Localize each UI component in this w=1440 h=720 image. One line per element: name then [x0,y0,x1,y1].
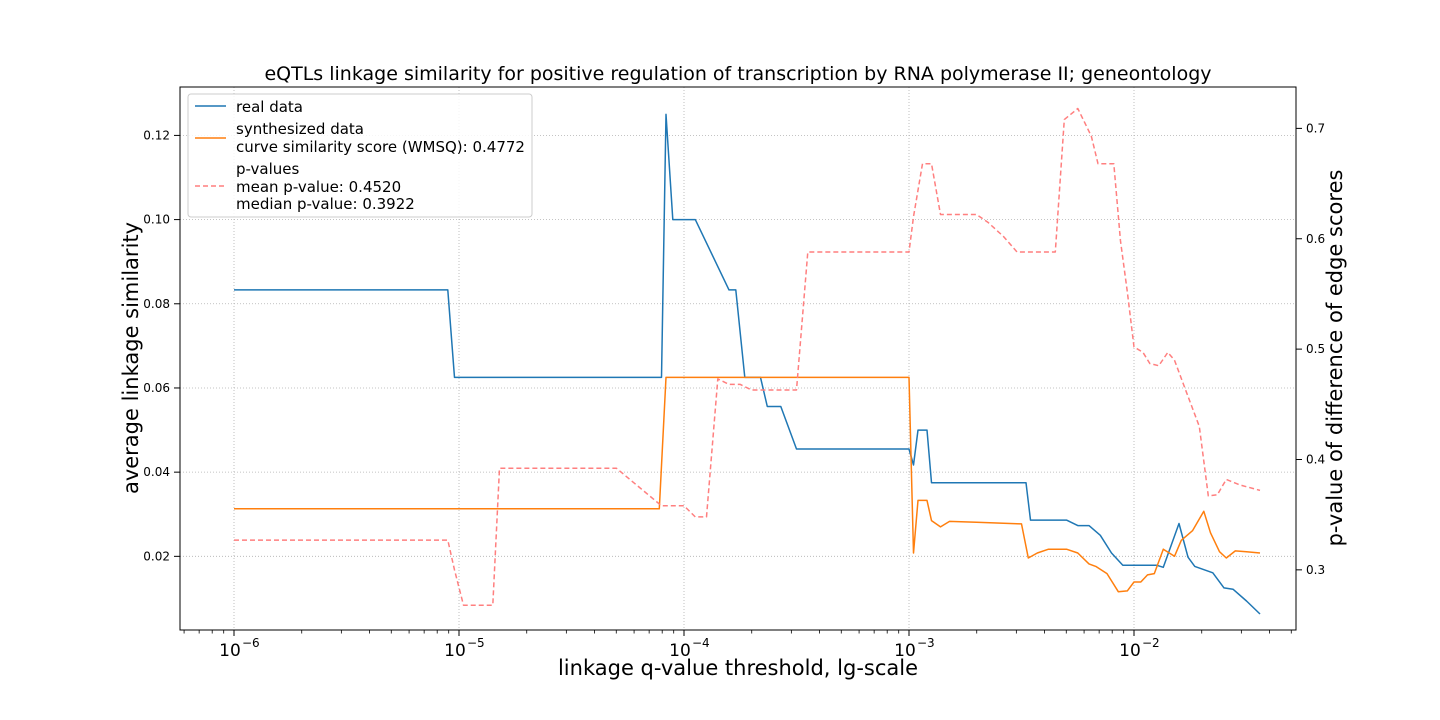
x-tick-label: 10 [894,641,916,661]
legend: real data synthesized data curve similar… [187,93,533,218]
y2-tick-label: 0.3 [1306,563,1325,577]
x-tick-label: 10 [669,641,691,661]
plot-frame [179,86,1297,631]
x-tick-label: 10 [1119,641,1141,661]
y2-axis-label: p-value of difference of edge scores [1323,170,1347,547]
legend-label-pvalue-2: mean p-value: 0.4520 [236,178,401,196]
x-tick-label: 10 [444,641,466,661]
y-axis-label: average linkage similarity [119,222,143,494]
x-tick-exponent: −4 [692,636,710,650]
series-line-pvalue [234,107,1261,606]
y2-tick-label: 0.4 [1306,452,1325,466]
y-tick-label: 0.02 [143,549,170,563]
grid [180,87,1296,630]
series-layer [234,107,1261,615]
y-axis-ticks: 0.02 0.04 0.06 0.08 0.10 0.12 [143,128,180,563]
y-tick-label: 0.04 [143,465,170,479]
series-line-real [234,113,1261,615]
y2-tick-label: 0.5 [1306,342,1325,356]
y-tick-label: 0.08 [143,297,170,311]
x-tick-exponent: −3 [917,636,935,650]
y-tick-label: 0.10 [143,213,170,227]
legend-label-pvalue-3: median p-value: 0.3922 [236,195,415,213]
x-axis-ticks: 10 −6 10 −5 10 −4 10 −3 10 −2 [183,630,1292,661]
x-tick-label: 10 [219,641,241,661]
y2-tick-label: 0.7 [1306,121,1325,135]
legend-box [187,93,533,218]
x-tick-exponent: −2 [1142,636,1160,650]
y2-axis-ticks: 0.3 0.4 0.5 0.6 0.7 [1296,121,1325,577]
series-line-synth [234,376,1261,593]
y2-tick-label: 0.6 [1306,232,1325,246]
legend-label-real: real data [236,98,303,116]
y-tick-label: 0.12 [143,128,170,142]
y-tick-label: 0.06 [143,381,170,395]
x-tick-exponent: −6 [242,636,260,650]
legend-label-pvalue-1: p-values [236,160,300,178]
x-axis-label: linkage q-value threshold, lg-scale [558,656,918,680]
legend-label-synth-2: curve similarity score (WMSQ): 0.4772 [236,138,525,156]
legend-label-synth-1: synthesized data [236,120,364,138]
chart-title: eQTLs linkage similarity for positive re… [264,63,1211,85]
x-tick-exponent: −5 [467,636,485,650]
